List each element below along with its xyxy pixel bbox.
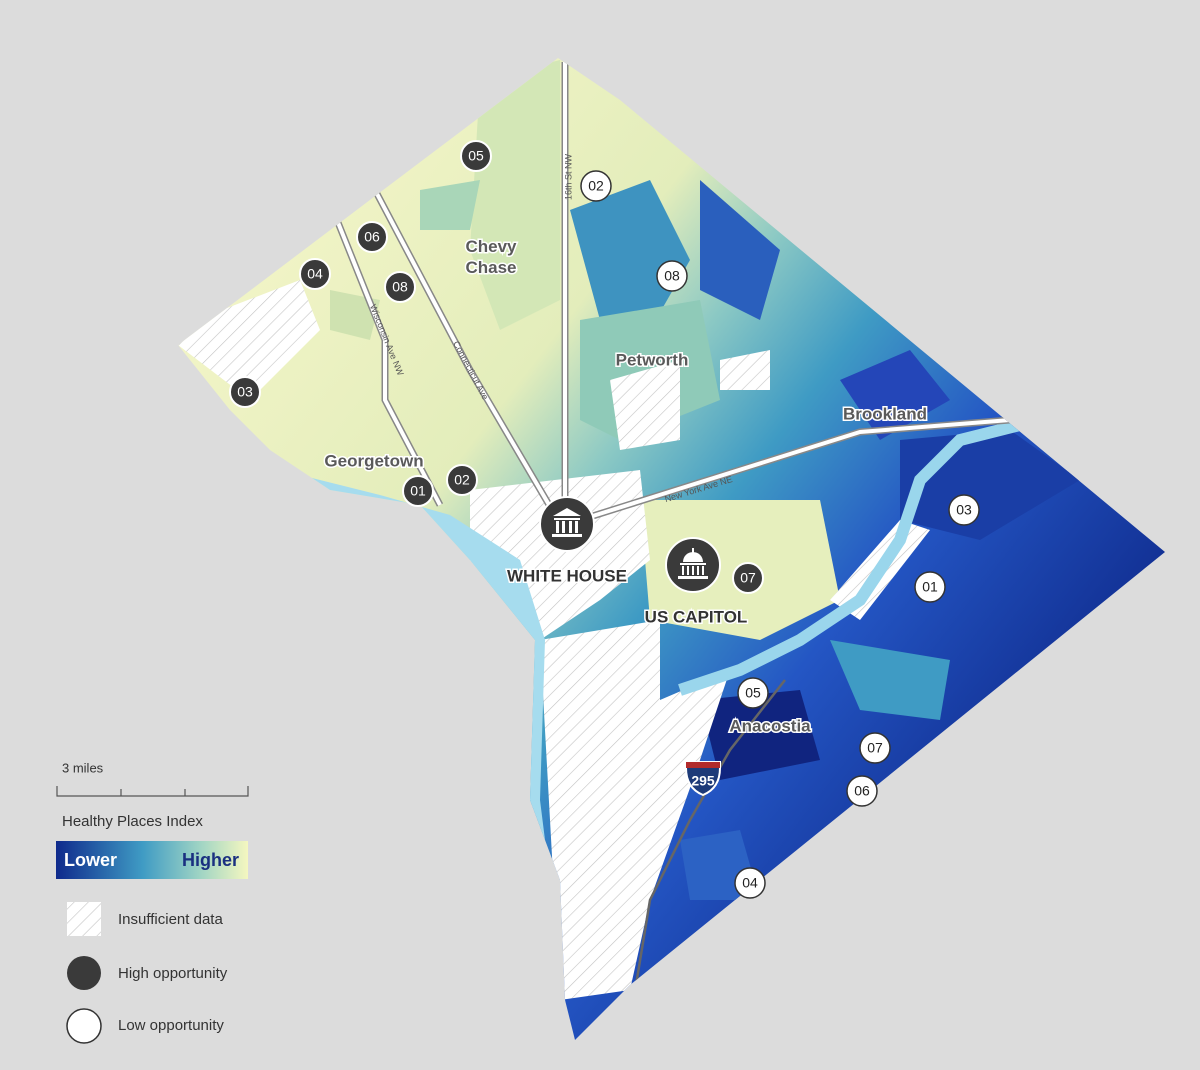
tract xyxy=(700,180,780,320)
marker-circle xyxy=(384,271,416,303)
markers: 05 06 04 08 03 01 02 07 02 08 03 01 05 07 06 04 xyxy=(229,140,980,899)
legend-label: Insufficient data xyxy=(118,911,223,928)
marker-circle xyxy=(460,140,492,172)
tract xyxy=(830,640,950,720)
interstate-shield: 295 xyxy=(685,761,721,797)
marker-circle xyxy=(656,260,688,292)
anacostia-river xyxy=(678,419,1022,696)
insufficient-data-area xyxy=(610,360,680,450)
marker-circle xyxy=(229,376,261,408)
roads xyxy=(331,62,1011,986)
road-label: 16th St NW xyxy=(563,153,573,200)
marker-circle xyxy=(446,464,478,496)
marker-circle xyxy=(846,775,878,807)
opportunity-marker: 07 xyxy=(732,562,764,594)
marker-circle xyxy=(732,562,764,594)
place-label: WHITE HOUSE xyxy=(507,566,627,585)
marker-circle xyxy=(948,494,980,526)
opportunity-marker: 07 xyxy=(859,732,891,764)
marker-circle xyxy=(734,867,766,899)
place-label: Georgetown xyxy=(324,451,423,470)
place-label: Anacostia xyxy=(729,716,811,735)
legend-higher: Higher xyxy=(182,850,239,870)
opportunity-marker: 02 xyxy=(446,464,478,496)
marker-label: 08 xyxy=(392,279,408,295)
tract xyxy=(700,690,820,780)
opportunity-marker: 06 xyxy=(846,775,878,807)
opportunity-marker: 03 xyxy=(229,376,261,408)
opportunity-marker: 08 xyxy=(656,260,688,292)
tract xyxy=(840,350,950,440)
legend: 3 miles Healthy Places Index Lower Highe… xyxy=(56,760,249,1044)
insufficient-data-area xyxy=(540,620,730,1000)
legend-hatch-swatch xyxy=(67,902,101,936)
opportunity-marker: 05 xyxy=(737,677,769,709)
highway-label: 295 xyxy=(691,773,715,789)
marker-label: 06 xyxy=(364,229,380,245)
marker-label: 06 xyxy=(854,783,870,799)
marker-label: 02 xyxy=(588,178,604,194)
opportunity-marker: 01 xyxy=(914,571,946,603)
road xyxy=(579,418,1011,522)
tract xyxy=(420,180,480,230)
scale-bar xyxy=(56,786,249,797)
place-label-line: Chase xyxy=(465,258,516,277)
legend-label: High opportunity xyxy=(118,965,228,982)
marker-label: 04 xyxy=(307,266,323,282)
legend-high-swatch xyxy=(67,956,101,990)
marker-label: 04 xyxy=(742,875,758,891)
place-label: Brookland xyxy=(843,404,927,423)
marker-circle xyxy=(914,571,946,603)
marker-circle xyxy=(737,677,769,709)
place-label: Petworth xyxy=(616,350,689,369)
insufficient-data-area xyxy=(178,280,320,400)
opportunity-marker: 08 xyxy=(384,271,416,303)
legend-label: Low opportunity xyxy=(118,1017,224,1034)
opportunity-marker: 03 xyxy=(948,494,980,526)
scale-label: 3 miles xyxy=(62,760,104,775)
marker-circle xyxy=(299,258,331,290)
opportunity-marker: 02 xyxy=(580,170,612,202)
white-house-icon xyxy=(539,496,595,552)
marker-label: 01 xyxy=(410,483,426,499)
marker-circle xyxy=(356,221,388,253)
tract xyxy=(570,180,690,330)
marker-label: 03 xyxy=(237,384,253,400)
marker-circle xyxy=(402,475,434,507)
marker-label: 02 xyxy=(454,472,470,488)
marker-label: 03 xyxy=(956,502,972,518)
opportunity-marker: 06 xyxy=(356,221,388,253)
highway-line xyxy=(634,679,786,986)
legend-lower: Lower xyxy=(64,850,117,870)
road xyxy=(373,189,557,517)
insufficient-data-area xyxy=(720,350,770,390)
opportunity-marker: 05 xyxy=(460,140,492,172)
marker-label: 05 xyxy=(468,148,484,164)
place-label: US CAPITOL xyxy=(645,607,748,626)
marker-circle xyxy=(859,732,891,764)
marker-label: 08 xyxy=(664,268,680,284)
place-label: Chevy Chase xyxy=(465,237,517,277)
opportunity-marker: 01 xyxy=(402,475,434,507)
legend-title: Healthy Places Index xyxy=(62,813,203,830)
marker-label: 07 xyxy=(867,740,883,756)
road xyxy=(333,214,442,506)
opportunity-marker: 04 xyxy=(734,867,766,899)
legend-low-swatch xyxy=(66,1008,102,1044)
marker-circle xyxy=(580,170,612,202)
place-label-line: Chevy xyxy=(465,237,517,256)
marker-label: 07 xyxy=(740,570,756,586)
legend-gradient xyxy=(56,841,248,879)
marker-label: 01 xyxy=(922,579,938,595)
tract xyxy=(470,60,560,330)
opportunity-marker: 04 xyxy=(299,258,331,290)
marker-label: 05 xyxy=(745,685,761,701)
capitol-icon xyxy=(665,537,721,593)
